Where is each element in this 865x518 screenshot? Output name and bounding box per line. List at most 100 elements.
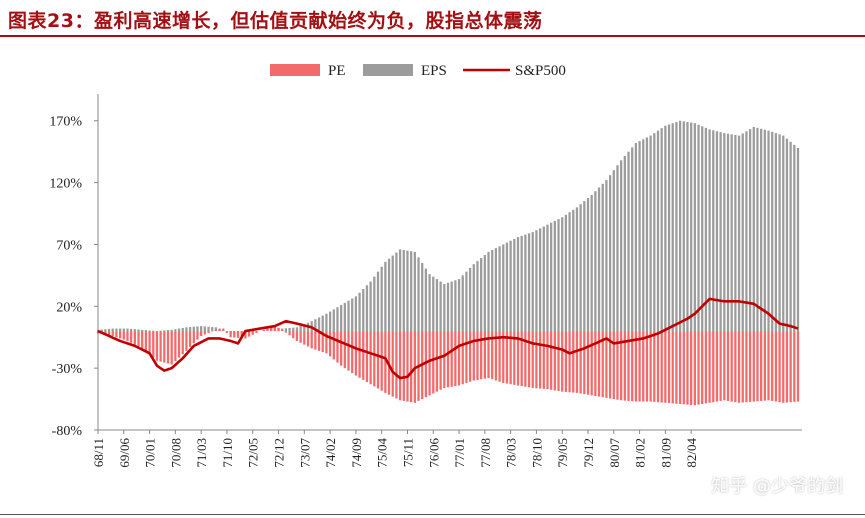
eps-bar [601, 183, 604, 332]
line-layer [97, 297, 799, 380]
x-tick-label: 70/08 [168, 438, 183, 468]
x-tick-label: 79/05 [555, 438, 570, 468]
pe-bar [133, 331, 136, 345]
eps-bar [719, 132, 722, 332]
eps-bar [583, 201, 586, 332]
pe-bar [170, 331, 173, 365]
pe-bar [373, 331, 376, 387]
pe-bar [306, 331, 310, 347]
eps-bar [432, 276, 435, 332]
pe-bar [200, 331, 203, 336]
eps-bar [211, 327, 214, 332]
eps-bar [443, 284, 446, 332]
eps-bar [498, 246, 501, 332]
legend-eps-swatch [363, 64, 413, 76]
eps-bar [712, 130, 715, 332]
pe-bar [461, 331, 464, 385]
eps-bar [572, 209, 575, 332]
eps-bar [671, 123, 674, 332]
eps-bar [181, 327, 184, 332]
eps-bar [398, 249, 402, 332]
pe-bar [656, 331, 660, 403]
pe-bar [292, 331, 295, 339]
pe-bar [295, 331, 299, 341]
eps-bar [561, 217, 564, 332]
pe-bar [384, 331, 387, 393]
eps-bar [457, 279, 461, 332]
pe-bar [715, 331, 719, 402]
pe-bar [325, 331, 328, 354]
pe-bar [491, 331, 494, 380]
x-tick-label: 71/03 [194, 438, 209, 468]
pe-bar [155, 331, 159, 361]
pe-bar [273, 326, 276, 332]
eps-bar [756, 127, 759, 332]
pe-bar [623, 331, 626, 401]
eps-bar [538, 228, 542, 332]
legend-pe-swatch [270, 64, 320, 76]
eps-bar [107, 328, 111, 332]
pe-bar [402, 331, 405, 401]
pe-bar [255, 331, 258, 333]
eps-bar [741, 133, 744, 332]
pe-bar [188, 331, 192, 348]
eps-bar [502, 244, 505, 332]
sp500-line [97, 297, 799, 380]
eps-bar [789, 141, 792, 332]
eps-bar [760, 128, 763, 332]
eps-bar [137, 329, 140, 332]
pe-bar [468, 331, 472, 382]
eps-bar [328, 311, 332, 332]
x-tick-label: 74/09 [349, 438, 364, 468]
eps-bar [634, 143, 638, 332]
eps-bar [163, 330, 166, 332]
eps-bar [472, 264, 475, 332]
eps-bar [597, 187, 601, 332]
eps-bar [380, 266, 383, 332]
pe-bar [351, 331, 354, 374]
pe-bar [406, 331, 409, 402]
pe-bar [450, 331, 453, 387]
pe-bar [126, 331, 129, 341]
eps-bar [130, 328, 133, 332]
pe-bar [612, 331, 615, 400]
pe-bar [675, 331, 678, 404]
eps-bar [435, 279, 439, 332]
pe-bar [778, 331, 781, 403]
eps-bar [505, 242, 509, 332]
eps-bar [627, 151, 630, 332]
eps-bar [376, 271, 380, 332]
pe-bar [192, 331, 195, 344]
pe-bar [793, 331, 796, 402]
x-tick-label: 72/12 [272, 438, 287, 468]
eps-bar [133, 329, 136, 332]
pe-bar [454, 331, 457, 387]
eps-bar [745, 131, 748, 332]
eps-bar [288, 327, 291, 332]
eps-bar [586, 198, 590, 332]
x-tick-label: 73/07 [297, 438, 312, 468]
x-tick-label: 72/05 [246, 438, 261, 468]
eps-bar [796, 147, 800, 332]
pe-bar [763, 331, 766, 401]
pe-bar [550, 331, 553, 390]
eps-bar [177, 328, 181, 332]
pe-bar [369, 331, 372, 385]
pe-bar [557, 331, 560, 392]
eps-bar [664, 125, 667, 332]
pe-bar [446, 331, 450, 388]
pe-bar [502, 331, 505, 383]
legend-eps-label: EPS [421, 63, 447, 79]
y-tick-label: 170% [49, 115, 82, 130]
y-tick-label: -30% [52, 362, 83, 377]
pe-bar [723, 331, 726, 401]
pe-bar [708, 331, 711, 403]
pe-bar [362, 331, 365, 380]
pe-bar [597, 331, 601, 397]
eps-bar [623, 156, 626, 332]
pe-bar [586, 331, 590, 395]
eps-bar [605, 180, 608, 332]
eps-bar [667, 124, 671, 332]
eps-bar [520, 235, 523, 332]
x-tick-label: 69/06 [117, 438, 132, 468]
